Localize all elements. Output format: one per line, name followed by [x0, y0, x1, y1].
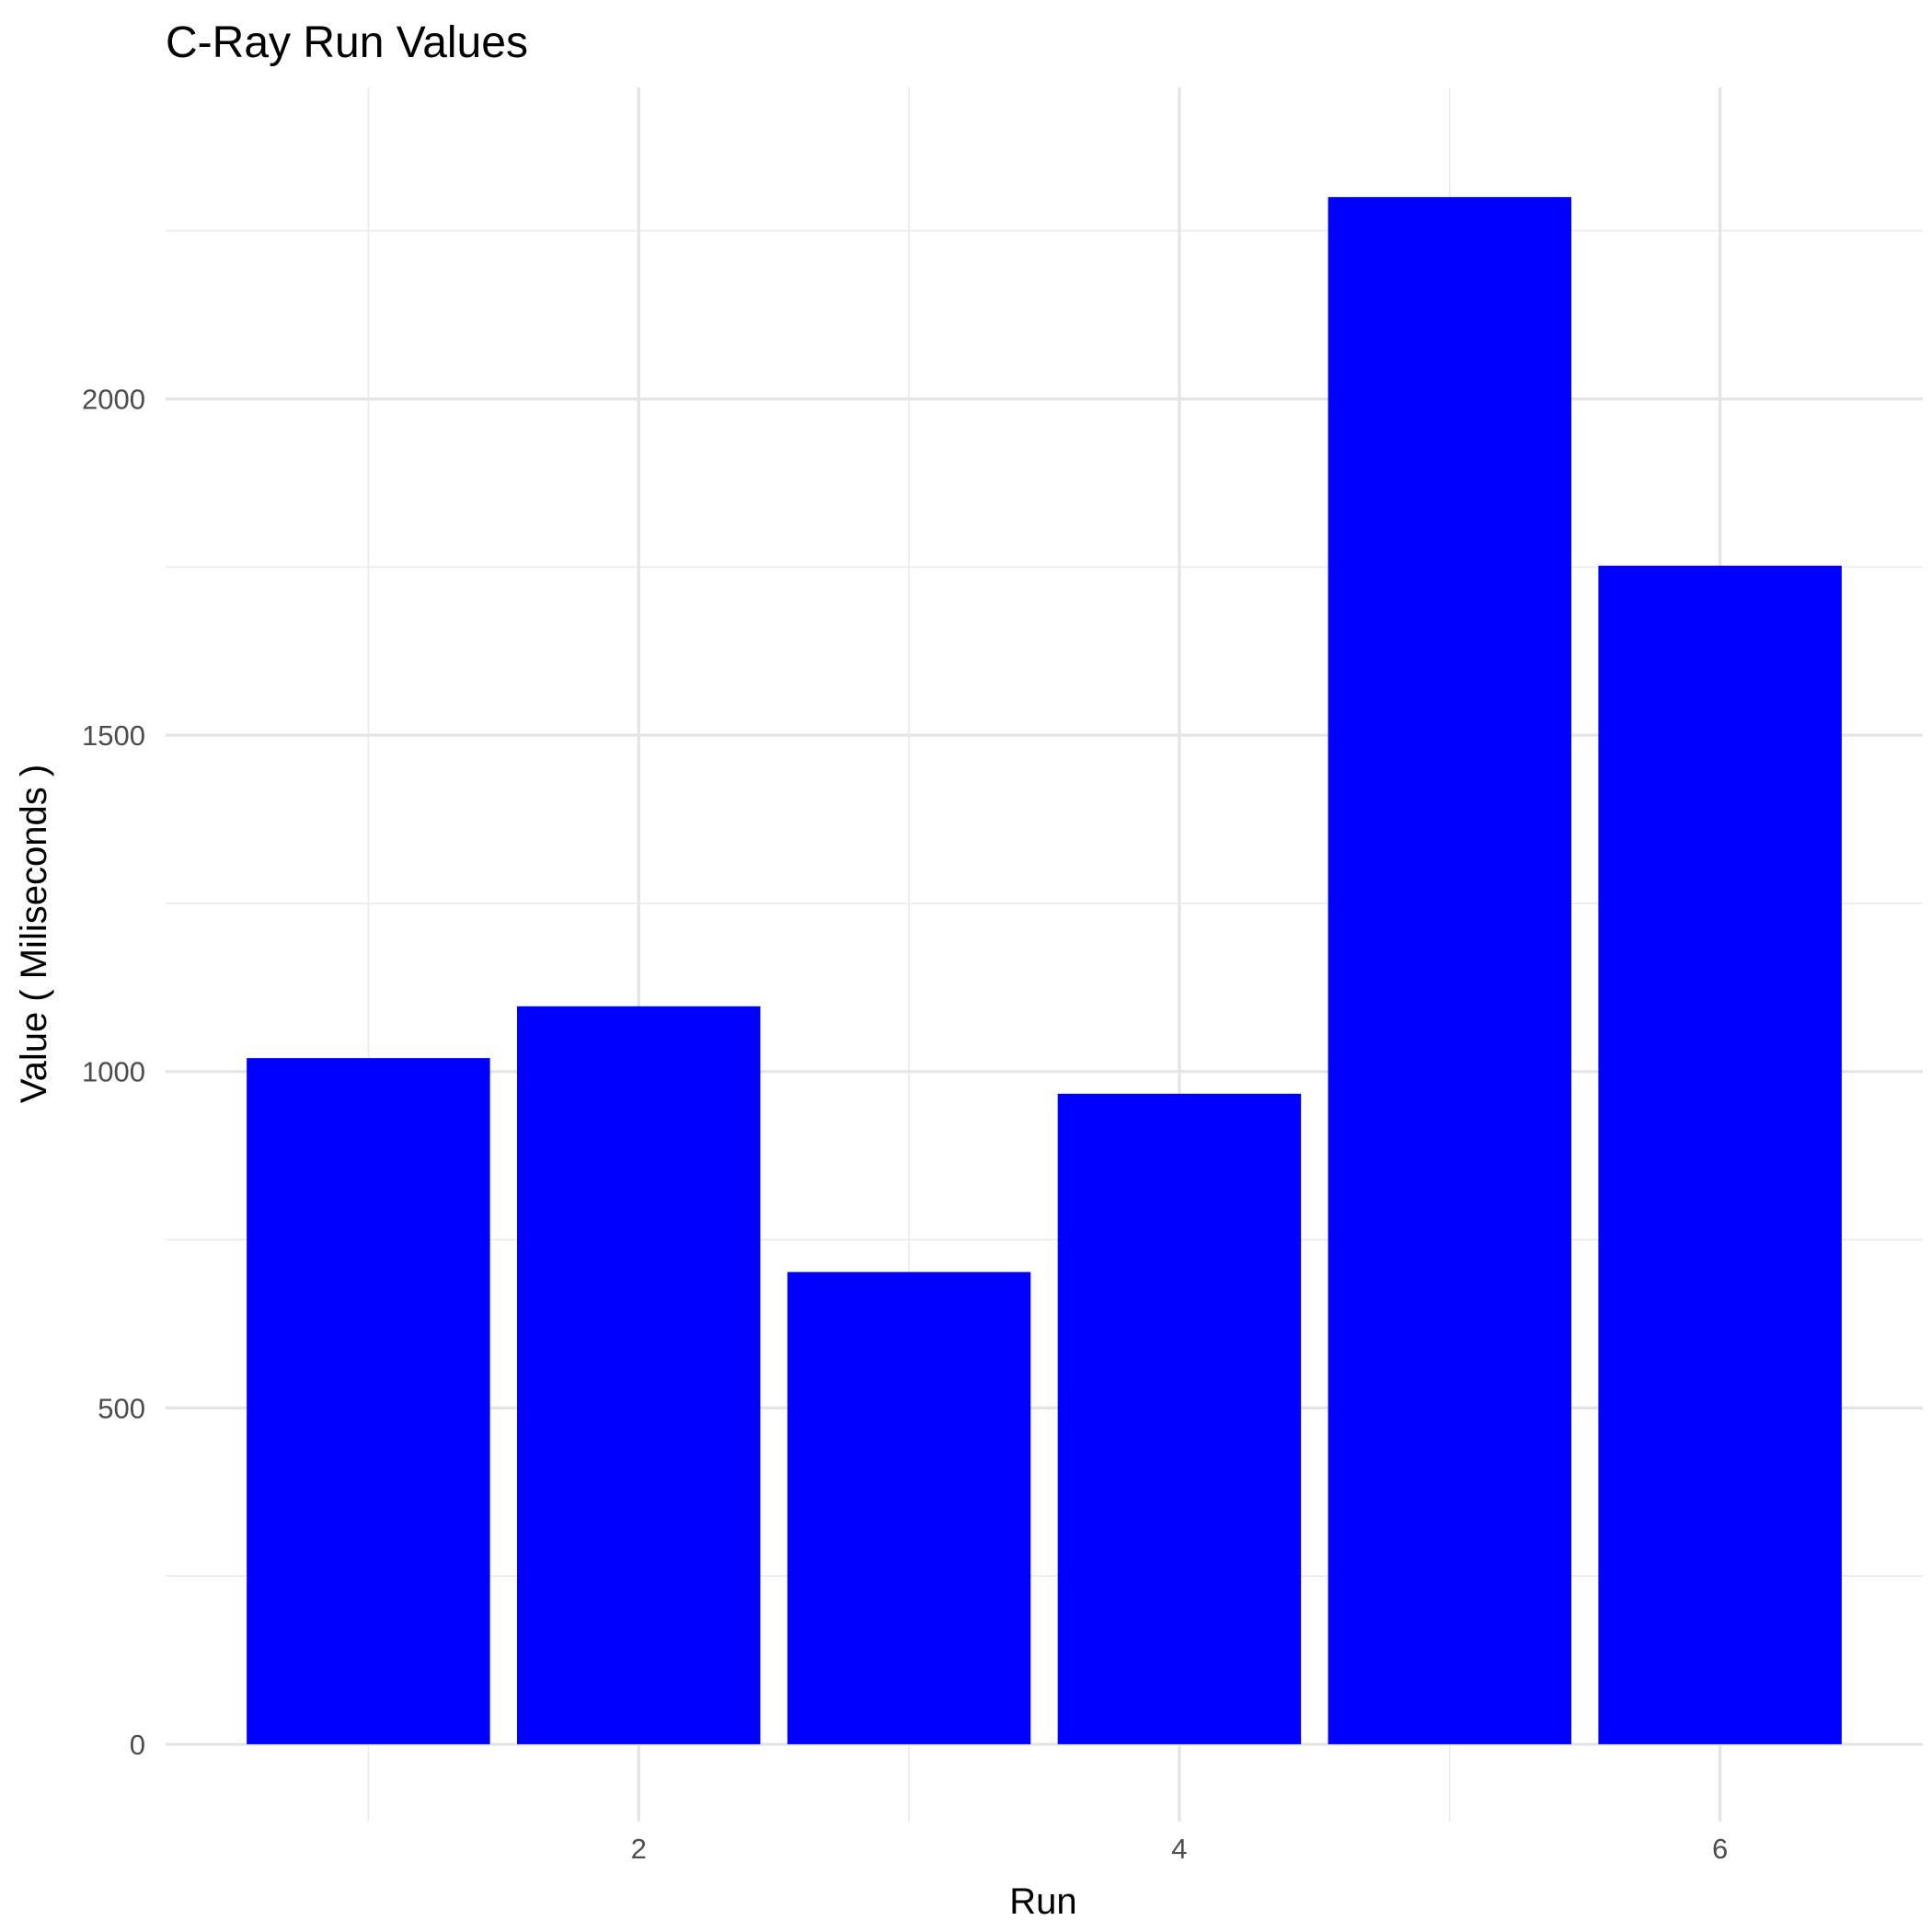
x-tick-label: 6 — [1712, 1833, 1728, 1865]
bar-run-6 — [1598, 565, 1842, 1744]
y-axis-tick-labels: 0 500 1000 1500 2000 — [82, 384, 145, 1761]
x-tick-label: 4 — [1171, 1833, 1187, 1865]
y-axis-title: Value ( Miliseconds ) — [14, 765, 54, 1103]
y-tick-label: 2000 — [82, 384, 145, 416]
x-axis-title: Run — [1009, 1881, 1076, 1922]
bar-run-2 — [517, 1006, 761, 1744]
bar-run-5 — [1328, 197, 1571, 1744]
bars — [247, 197, 1842, 1744]
bar-run-3 — [787, 1271, 1031, 1744]
y-tick-label: 500 — [98, 1392, 145, 1424]
y-tick-label: 1000 — [82, 1056, 145, 1088]
y-tick-label: 0 — [130, 1729, 145, 1761]
chart-title: C-Ray Run Values — [166, 18, 528, 67]
bar-run-4 — [1057, 1093, 1302, 1744]
y-tick-label: 1500 — [82, 719, 145, 752]
x-tick-label: 2 — [631, 1833, 647, 1865]
bar-run-1 — [247, 1058, 490, 1744]
x-axis-tick-labels: 2 4 6 — [631, 1833, 1729, 1865]
